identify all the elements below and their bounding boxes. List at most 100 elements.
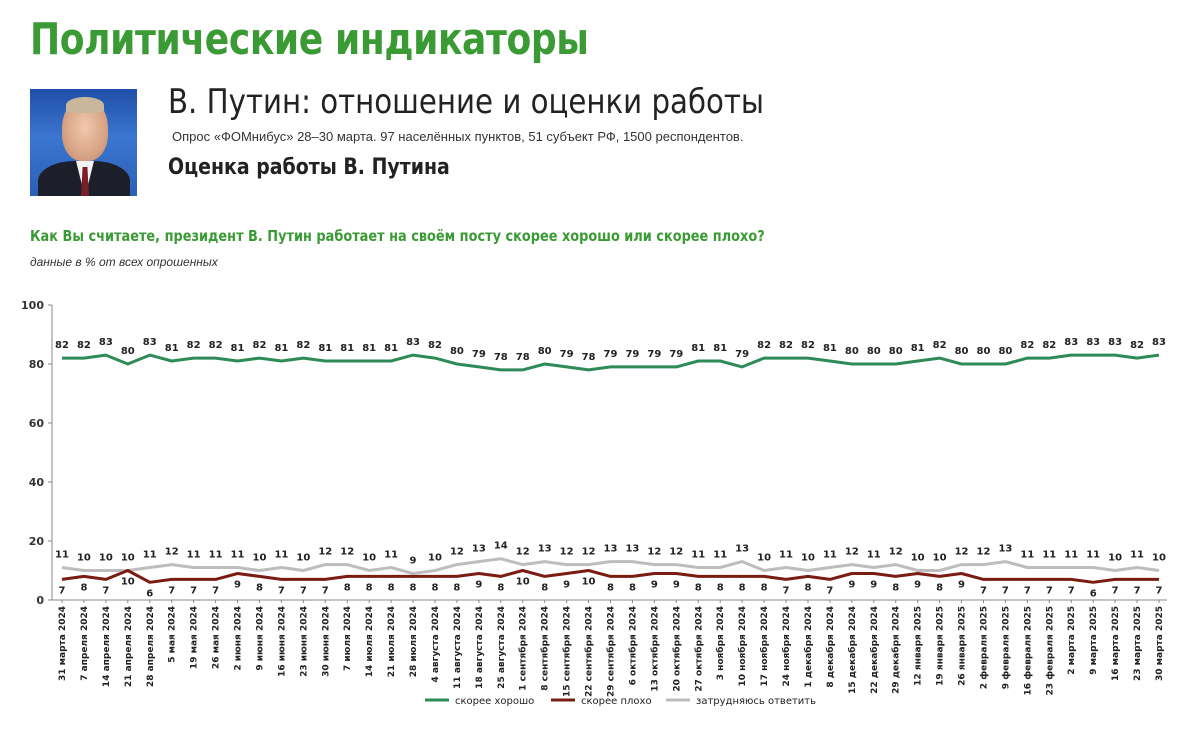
x-tick-label: 14 апреля 2024: [102, 606, 112, 687]
data-label: 79: [625, 349, 639, 360]
y-tick-label: 80: [29, 358, 45, 371]
data-label: 82: [801, 340, 815, 351]
y-tick-label: 40: [29, 476, 45, 489]
data-label: 12: [647, 547, 661, 558]
y-tick-label: 100: [21, 299, 44, 312]
data-label: 6: [146, 588, 153, 599]
data-label: 7: [59, 585, 66, 596]
data-label: 8: [717, 582, 724, 593]
data-label: 80: [955, 346, 969, 357]
data-label: 81: [274, 343, 288, 354]
data-label: 12: [340, 547, 354, 558]
data-label: 13: [538, 544, 552, 555]
data-label: 81: [823, 343, 837, 354]
x-tick-label: 26 мая 2024: [212, 606, 222, 669]
data-label: 11: [231, 550, 245, 561]
x-tick-label: 2 марта 2025: [1067, 606, 1077, 675]
data-label: 10: [516, 577, 530, 588]
data-label: 82: [933, 340, 947, 351]
data-label: 82: [296, 340, 310, 351]
data-label: 8: [497, 582, 504, 593]
data-label: 8: [804, 582, 811, 593]
data-label: 9: [848, 579, 855, 590]
data-label: 8: [892, 582, 899, 593]
data-label: 79: [472, 349, 486, 360]
data-label: 81: [318, 343, 332, 354]
data-label: 7: [1112, 585, 1119, 596]
data-label: 7: [102, 585, 109, 596]
data-label: 12: [450, 547, 464, 558]
legend-entry: скорее плохо: [581, 696, 652, 707]
data-label: 81: [911, 343, 925, 354]
data-label: 83: [1152, 337, 1166, 348]
data-label: 11: [274, 550, 288, 561]
x-tick-label: 26 января 2025: [958, 606, 968, 686]
data-label: 79: [735, 349, 749, 360]
data-label: 81: [713, 343, 727, 354]
data-label: 10: [757, 553, 771, 564]
data-label: 82: [1020, 340, 1034, 351]
data-label: 10: [1152, 553, 1166, 564]
data-label: 7: [1068, 585, 1075, 596]
x-tick-label: 30 июня 2024: [321, 606, 331, 677]
data-label: 8: [344, 582, 351, 593]
series-line-1: [61, 569, 1159, 584]
data-label: 11: [55, 550, 69, 561]
data-label: 7: [1156, 585, 1163, 596]
x-tick-label: 16 июня 2024: [277, 606, 287, 677]
x-tick-label: 23 февраля 2025: [1045, 606, 1055, 695]
x-tick-label: 30 марта 2025: [1155, 606, 1165, 681]
x-tick-label: 15 сентября 2024: [562, 606, 573, 697]
x-tick-label: 25 августа 2024: [497, 606, 507, 689]
data-label: 83: [1108, 337, 1122, 348]
data-label: 12: [977, 547, 991, 558]
data-label: 81: [384, 343, 398, 354]
x-tick-label: 16 февраля 2025: [1023, 606, 1033, 695]
data-label: 12: [889, 547, 903, 558]
data-label: 82: [779, 340, 793, 351]
data-label: 9: [958, 579, 965, 590]
data-label: 10: [801, 553, 815, 564]
x-tick-label: 8 сентября 2024: [540, 606, 551, 691]
x-tick-label: 1 декабря 2024: [803, 606, 814, 688]
data-label: 78: [516, 352, 530, 363]
x-tick-label: 24 ноября 2024: [781, 606, 792, 687]
x-tick-label: 8 декабря 2024: [825, 606, 836, 688]
page-title: Политические индикаторы: [30, 14, 589, 65]
survey-note: Опрос «ФОМнибус» 28–30 марта. 97 населён…: [172, 129, 744, 144]
unit-note: данные в % от всех опрошенных: [30, 255, 218, 269]
data-label: 9: [410, 555, 417, 566]
data-label: 10: [252, 553, 266, 564]
data-label: 9: [870, 579, 877, 590]
data-label: 12: [669, 547, 683, 558]
data-label: 82: [428, 340, 442, 351]
data-label: 13: [625, 544, 639, 555]
data-label: 83: [406, 337, 420, 348]
data-label: 80: [998, 346, 1012, 357]
x-tick-label: 12 января 2025: [914, 606, 924, 686]
data-label: 10: [77, 553, 91, 564]
data-label: 11: [143, 550, 157, 561]
x-tick-label: 29 сентября 2024: [606, 606, 617, 697]
data-label: 80: [977, 346, 991, 357]
data-label: 8: [761, 582, 768, 593]
x-tick-label: 9 марта 2025: [1089, 606, 1099, 675]
data-label: 83: [143, 337, 157, 348]
data-label: 8: [256, 582, 263, 593]
data-label: 82: [757, 340, 771, 351]
x-tick-label: 27 октября 2024: [693, 606, 704, 692]
data-label: 80: [867, 346, 881, 357]
data-label: 7: [826, 585, 833, 596]
data-label: 79: [560, 349, 574, 360]
data-label: 9: [563, 579, 570, 590]
data-label: 11: [1042, 550, 1056, 561]
x-tick-label: 19 января 2025: [936, 606, 946, 686]
data-label: 8: [739, 582, 746, 593]
data-label: 79: [669, 349, 683, 360]
data-label: 12: [165, 547, 179, 558]
data-label: 13: [472, 544, 486, 555]
legend-entry: затрудняюсь ответить: [696, 696, 816, 707]
x-tick-label: 9 июня 2024: [255, 606, 265, 671]
data-label: 11: [691, 550, 705, 561]
data-label: 12: [318, 547, 332, 558]
